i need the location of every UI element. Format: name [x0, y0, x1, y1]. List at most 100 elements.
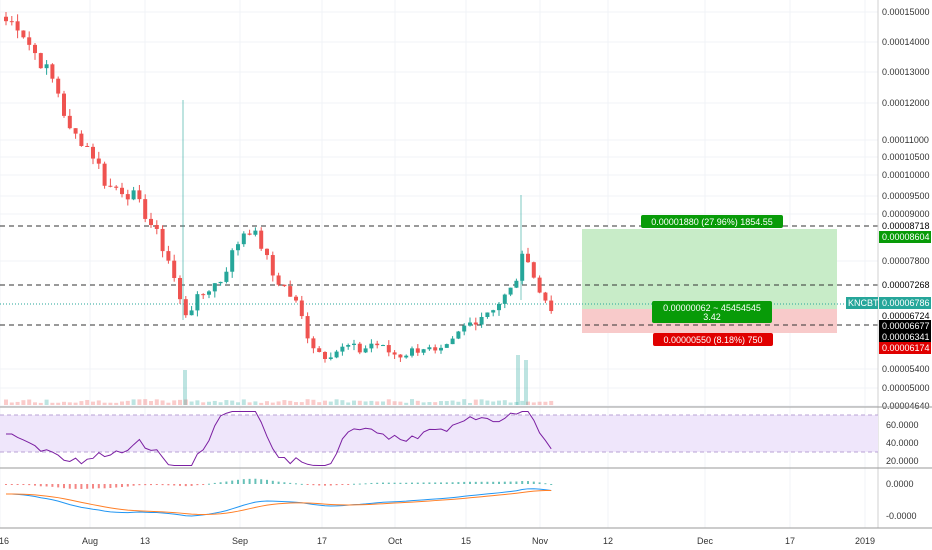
candle — [9, 15, 14, 26]
candle — [514, 278, 519, 289]
target-label: 0.00001880 (27.96%) 1854.55 — [641, 215, 783, 228]
candle — [160, 225, 165, 258]
price-tick: 0.00005400 — [882, 364, 930, 374]
candle — [305, 312, 310, 344]
svg-text:0.00007268: 0.00007268 — [882, 280, 930, 290]
stop-label: 0.00000550 (8.18%) 750 — [653, 333, 773, 346]
rsi-band — [0, 415, 878, 452]
candle — [189, 306, 194, 316]
candle — [317, 346, 322, 353]
candle — [549, 295, 554, 314]
candle — [410, 346, 414, 358]
badge-resistance-mid: 0.00007268 — [879, 279, 931, 291]
chart-grid — [0, 0, 878, 528]
candle — [27, 31, 32, 51]
badge-level-low: 0.00006341 — [879, 331, 931, 343]
time-tick: 12 — [603, 536, 613, 546]
candle — [392, 350, 397, 359]
candle — [381, 344, 385, 347]
symbol-badge: KNCBTC — [846, 297, 886, 309]
candle — [195, 291, 200, 317]
badge-entry: 0.00006724 — [879, 310, 931, 322]
candle — [253, 227, 258, 237]
candle — [230, 248, 235, 278]
candle — [444, 343, 449, 348]
candle — [178, 275, 182, 304]
candle — [125, 189, 130, 206]
candle — [299, 295, 304, 319]
candle — [433, 344, 438, 354]
candle — [85, 142, 90, 147]
candle — [33, 42, 37, 60]
signal-line[interactable] — [5, 490, 552, 515]
candle — [149, 212, 153, 228]
candle — [288, 280, 293, 297]
price-axis[interactable]: 0.00015000 0.00014000 0.00013000 0.00012000… — [882, 7, 930, 411]
candle — [259, 227, 264, 251]
candle — [108, 178, 113, 188]
candle — [346, 343, 351, 350]
time-tick: Sep — [232, 536, 248, 546]
macd-line[interactable] — [5, 488, 552, 517]
candle — [404, 354, 409, 359]
candle — [62, 90, 66, 118]
candle — [212, 283, 217, 298]
candle — [201, 293, 206, 300]
candle — [247, 229, 252, 236]
price-tick: 0.00010500 — [882, 152, 930, 162]
time-tick: 2019 — [855, 536, 875, 546]
candle — [398, 354, 403, 362]
candle — [340, 343, 345, 356]
svg-text:0.00006677: 0.00006677 — [882, 321, 930, 331]
candle — [120, 182, 124, 198]
svg-text:0.00006786: 0.00006786 — [882, 298, 930, 308]
candle — [363, 345, 368, 354]
time-tick: 16 — [0, 536, 9, 546]
rsi-line[interactable] — [5, 411, 552, 466]
candle — [114, 185, 119, 191]
badge-stop: 0.00006174 — [879, 342, 931, 354]
candle — [415, 344, 420, 356]
candle — [543, 291, 548, 304]
price-tick: 0.00007800 — [882, 256, 930, 266]
candle — [96, 151, 101, 169]
price-tick: 0.00004640 — [882, 401, 930, 411]
time-tick: 15 — [461, 536, 471, 546]
candle — [334, 349, 339, 359]
svg-text:0.00000550 (8.18%) 750: 0.00000550 (8.18%) 750 — [663, 335, 762, 345]
time-tick: Nov — [532, 536, 549, 546]
candlesticks — [4, 12, 554, 363]
candle — [375, 340, 380, 349]
candle — [137, 184, 142, 203]
candle — [276, 272, 281, 287]
candle — [357, 341, 362, 355]
rsi-tick: 40.0000 — [886, 438, 919, 448]
candle — [4, 12, 8, 26]
candle — [79, 130, 84, 147]
time-tick: 17 — [785, 536, 795, 546]
candle — [497, 302, 501, 316]
candle — [450, 336, 455, 345]
candle — [50, 63, 55, 83]
time-tick: Dec — [697, 536, 714, 546]
candle — [386, 340, 391, 357]
candle — [21, 30, 26, 39]
candle — [67, 109, 72, 130]
svg-text:0.00006724: 0.00006724 — [882, 311, 930, 321]
candle — [526, 247, 530, 263]
time-axis[interactable]: 16 Aug 13 Sep 17 Oct 15 Nov 12 Dec 17 2019 — [0, 536, 875, 546]
candle — [502, 293, 507, 309]
candle — [172, 254, 177, 282]
candle — [531, 261, 536, 279]
candle — [241, 231, 246, 247]
candle — [56, 76, 61, 98]
candle — [91, 143, 95, 165]
volume-bars — [4, 355, 554, 405]
price-tick: 0.00015000 — [882, 7, 930, 17]
svg-text:KNCBTC: KNCBTC — [848, 298, 886, 308]
macd-histogram — [5, 478, 553, 489]
candle — [183, 296, 188, 318]
profit-zone[interactable] — [582, 229, 837, 309]
candle — [508, 287, 513, 297]
